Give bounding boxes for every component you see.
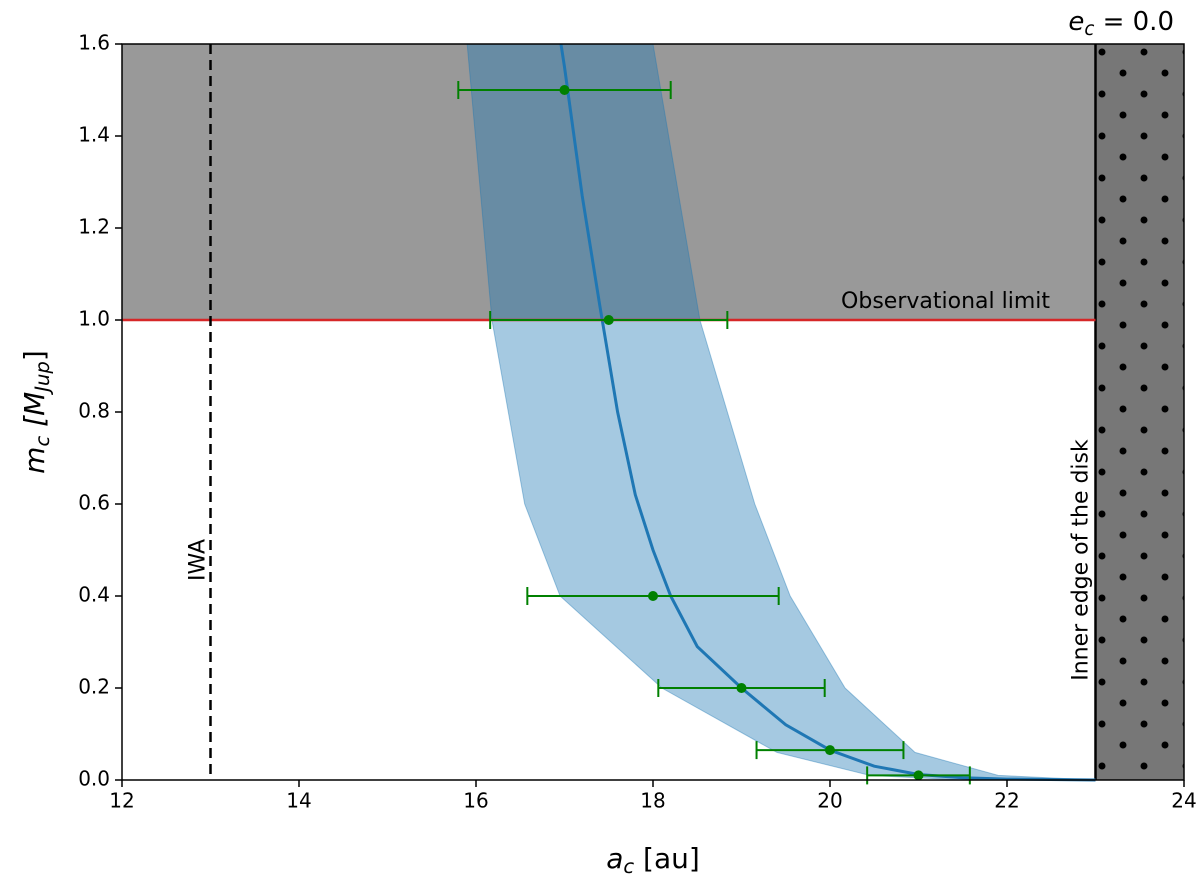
x-axis-label-part: c [623,855,634,878]
y-tick-label: 1.6 [78,31,110,55]
observational-limit-label: Observational limit [841,289,1050,314]
x-axis-label-part: a [606,842,623,875]
x-tick-label: 24 [1171,789,1196,813]
x-axis-label: ac [au] [606,842,700,878]
iwa-label: IWA [186,539,211,581]
y-tick-label: 1.0 [78,307,110,331]
disk-edge-label: Inner edge of the disk [1069,439,1094,681]
x-tick-label: 12 [109,789,134,813]
data-point [913,770,924,781]
chart-title-part: e [1068,7,1084,37]
y-axis-label-part: m [18,447,51,474]
y-tick-label: 0.0 [78,767,110,791]
y-axis-label-part: Jup [31,361,54,396]
y-tick-label: 1.2 [78,215,110,239]
data-point [559,85,570,95]
y-axis-label-part: ] [18,350,51,361]
data-point [825,745,835,756]
data-point [736,683,747,693]
y-axis-label-part: c [31,436,54,447]
y-tick-label: 0.2 [78,675,110,699]
y-axis-label: mc [MJup] [18,350,54,474]
x-tick-label: 16 [463,789,488,813]
x-axis-label-part: [au] [634,842,700,875]
x-tick-label: 14 [286,789,311,813]
y-tick-label: 0.6 [78,491,110,515]
x-tick-label: 18 [640,789,665,813]
x-tick-label: 20 [817,789,842,813]
y-axis-label-part: [M [18,392,51,436]
y-tick-label: 0.4 [78,583,110,607]
chart-title-part: c [1084,19,1094,40]
data-point [603,315,614,325]
chart-title: ec = 0.0 [1068,7,1174,40]
x-tick-label: 22 [994,789,1019,813]
disk-region [1095,44,1184,780]
y-tick-label: 1.4 [78,123,110,147]
y-tick-label: 0.8 [78,399,110,423]
chart-title-part: = 0.0 [1094,7,1174,37]
data-point [648,591,658,601]
